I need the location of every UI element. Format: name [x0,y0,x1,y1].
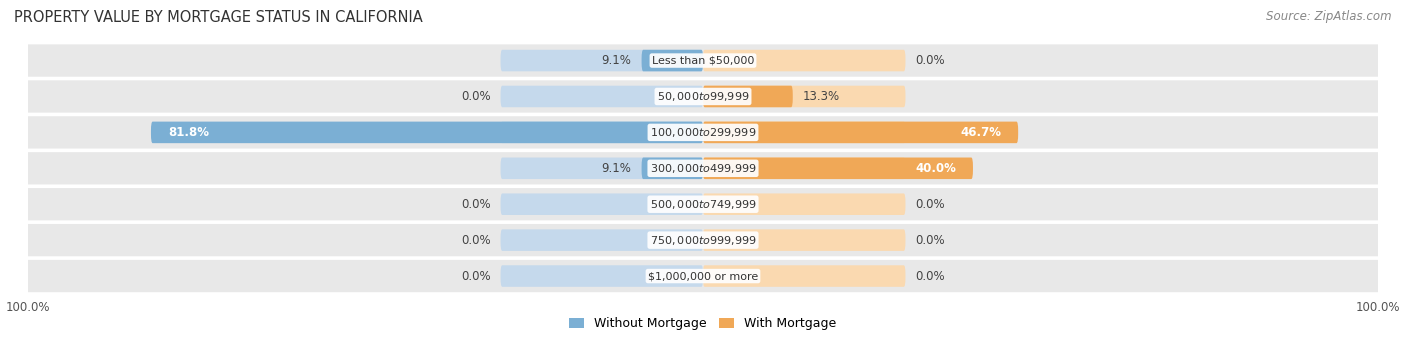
FancyBboxPatch shape [501,230,703,251]
FancyBboxPatch shape [150,122,703,143]
Text: $300,000 to $499,999: $300,000 to $499,999 [650,162,756,175]
Text: Source: ZipAtlas.com: Source: ZipAtlas.com [1267,10,1392,23]
FancyBboxPatch shape [703,157,905,179]
FancyBboxPatch shape [501,122,703,143]
FancyBboxPatch shape [501,193,703,215]
Text: 0.0%: 0.0% [915,270,945,283]
Text: 0.0%: 0.0% [461,198,491,211]
Text: PROPERTY VALUE BY MORTGAGE STATUS IN CALIFORNIA: PROPERTY VALUE BY MORTGAGE STATUS IN CAL… [14,10,423,25]
Text: 0.0%: 0.0% [461,90,491,103]
FancyBboxPatch shape [703,122,905,143]
FancyBboxPatch shape [25,188,1381,220]
FancyBboxPatch shape [641,157,703,179]
Text: $100,000 to $299,999: $100,000 to $299,999 [650,126,756,139]
Text: $500,000 to $749,999: $500,000 to $749,999 [650,198,756,211]
Text: 0.0%: 0.0% [915,198,945,211]
FancyBboxPatch shape [703,265,905,287]
FancyBboxPatch shape [25,116,1381,149]
Text: 0.0%: 0.0% [915,234,945,246]
FancyBboxPatch shape [641,50,703,71]
FancyBboxPatch shape [25,45,1381,77]
FancyBboxPatch shape [25,260,1381,292]
FancyBboxPatch shape [501,265,703,287]
Text: $50,000 to $99,999: $50,000 to $99,999 [657,90,749,103]
FancyBboxPatch shape [703,50,905,71]
Text: 9.1%: 9.1% [602,54,631,67]
FancyBboxPatch shape [703,157,973,179]
Text: 9.1%: 9.1% [602,162,631,175]
Text: 0.0%: 0.0% [461,270,491,283]
FancyBboxPatch shape [703,86,905,107]
Text: Less than $50,000: Less than $50,000 [652,55,754,66]
FancyBboxPatch shape [703,122,1018,143]
FancyBboxPatch shape [703,86,793,107]
FancyBboxPatch shape [501,157,703,179]
FancyBboxPatch shape [703,230,905,251]
Text: 81.8%: 81.8% [167,126,209,139]
FancyBboxPatch shape [703,193,905,215]
FancyBboxPatch shape [25,152,1381,185]
FancyBboxPatch shape [501,86,703,107]
Text: 0.0%: 0.0% [915,54,945,67]
FancyBboxPatch shape [501,50,703,71]
FancyBboxPatch shape [25,224,1381,256]
Text: 13.3%: 13.3% [803,90,839,103]
Text: 46.7%: 46.7% [960,126,1001,139]
Text: $1,000,000 or more: $1,000,000 or more [648,271,758,281]
FancyBboxPatch shape [25,80,1381,113]
Text: 0.0%: 0.0% [461,234,491,246]
Text: 40.0%: 40.0% [915,162,956,175]
Legend: Without Mortgage, With Mortgage: Without Mortgage, With Mortgage [564,312,842,336]
Text: $750,000 to $999,999: $750,000 to $999,999 [650,234,756,246]
